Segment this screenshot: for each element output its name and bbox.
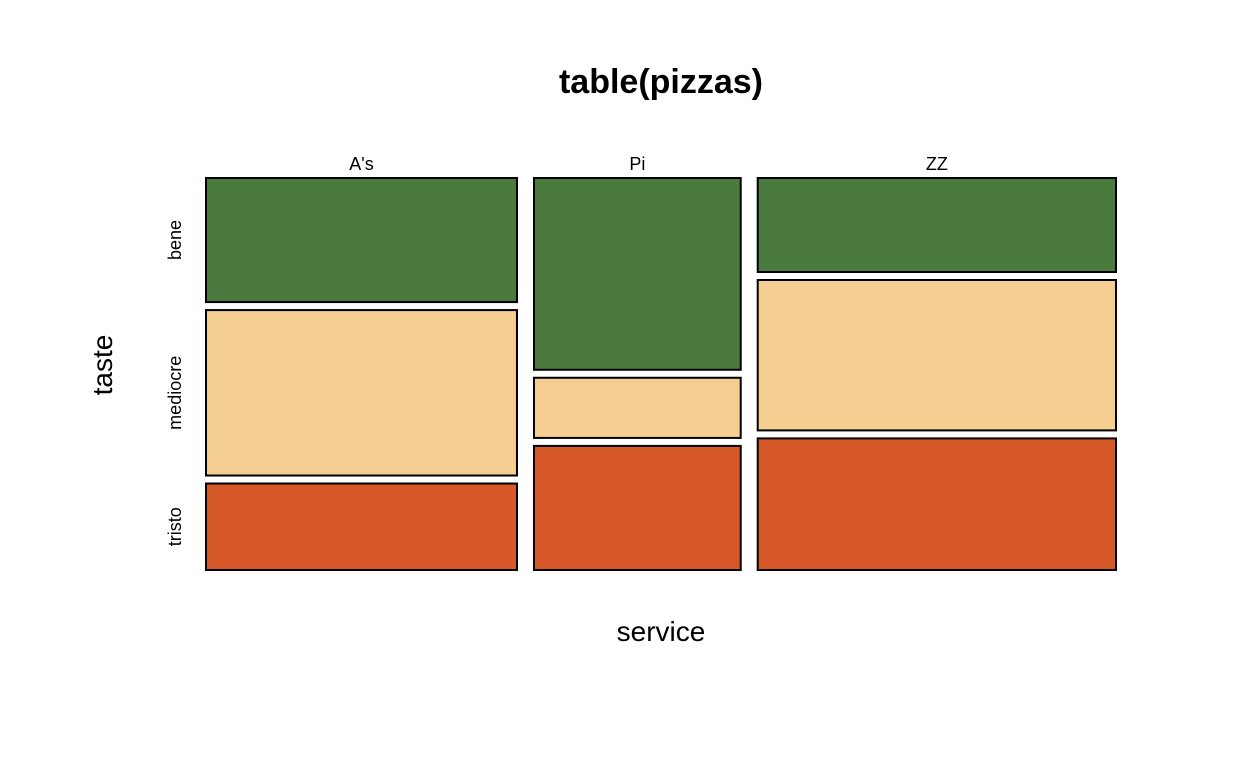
- mosaic-tiles: [205, 177, 1117, 572]
- x-tick-label-pi: Pi: [629, 154, 645, 174]
- tile-zz-tristo: [756, 437, 1117, 571]
- x-tick-label-a-s: A's: [349, 154, 373, 174]
- y-axis-title: taste: [87, 335, 118, 396]
- y-tick-label-mediocre: mediocre: [165, 356, 185, 430]
- tile-pi-mediocre: [532, 376, 742, 439]
- x-tick-label-zz: ZZ: [926, 154, 948, 174]
- chart-title: table(pizzas): [559, 63, 763, 101]
- tile-a-s-mediocre: [205, 309, 518, 477]
- tile-pi-bene: [532, 177, 742, 371]
- tile-pi-tristo: [532, 444, 742, 572]
- tile-a-s-bene: [205, 177, 518, 304]
- x-tick-labels: A's Pi ZZ: [349, 154, 948, 174]
- y-tick-label-tristo: tristo: [165, 507, 185, 546]
- y-tick-label-bene: bene: [165, 220, 185, 260]
- x-axis-title: service: [617, 616, 706, 647]
- tile-zz-mediocre: [756, 279, 1117, 432]
- y-tick-labels: bene mediocre tristo: [165, 220, 185, 546]
- tile-a-s-tristo: [205, 482, 518, 571]
- tile-zz-bene: [756, 177, 1117, 273]
